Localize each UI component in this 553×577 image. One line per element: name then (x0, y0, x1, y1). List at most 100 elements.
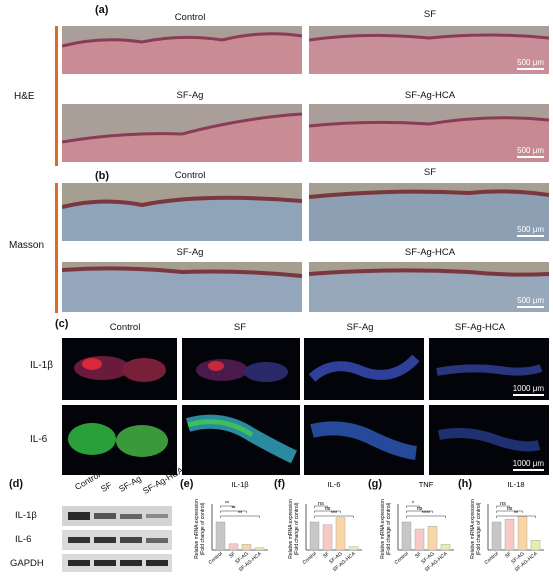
wb-bands-gapdh (68, 560, 168, 566)
ms-tissue-sfaghca (309, 268, 549, 312)
chart-g: TNF Relative mRNA expression (Fold change … (380, 480, 454, 573)
chart-bar-2 (517, 516, 528, 551)
if-il6-sfag (304, 405, 424, 475)
ms-tissue-control (62, 195, 302, 241)
if-scalebar-bottom: 1000 μm (512, 459, 544, 471)
chart-sig-bracket-2 (406, 515, 446, 518)
wb-band-label-il6: IL-6 (15, 534, 32, 545)
chart-sig-label-2: ** (514, 511, 519, 517)
chart-sig-label-2: ** (238, 511, 243, 517)
ms-scalebar-top: 500 μm (517, 225, 544, 237)
chart-sig-bracket-2 (220, 515, 260, 518)
chart-ylabel-line2: (Fold change of control) (386, 502, 392, 555)
he-image-sf: 500 μm (309, 26, 549, 74)
panel-g-label: (g) (368, 478, 383, 490)
chart-xtick-0: Control (394, 551, 410, 566)
chart-bar-0 (491, 521, 502, 551)
chart-ylabel-line2: (Fold change of control) (476, 502, 482, 555)
ms-scalebar-bottom-text: 500 μm (517, 296, 544, 305)
ms-scalebar-top-text: 500 μm (517, 225, 544, 234)
if-il6-sf (182, 405, 300, 475)
ms-label-sf: SF (423, 167, 437, 178)
he-scalebar-bottom-text: 500 μm (517, 146, 544, 155)
chart-xtick-1: SF (322, 551, 331, 560)
chart-bar-2 (241, 544, 252, 551)
chart-sig-bracket-1 (406, 510, 433, 513)
wb-lane-sfag: SF-Ag (117, 473, 143, 494)
chart-sig-bracket-2 (496, 515, 536, 518)
chart-sig-bracket-0 (406, 505, 420, 508)
if-label-sfag: SF-Ag (346, 322, 374, 333)
he-label-sfag: SF-Ag (176, 90, 204, 101)
chart-sig-bracket-0 (496, 505, 510, 508)
wb-blot-gapdh (62, 554, 172, 572)
if-il6-sfaghca: 1000 μm (429, 405, 549, 475)
panel-e-label: (e) (180, 478, 194, 490)
he-stain-label: H&E (14, 91, 35, 102)
he-scalebar-bottom: 500 μm (517, 146, 544, 158)
chart-sig-label-1: ns (325, 506, 331, 512)
he-image-sfag (62, 104, 302, 162)
chart-title: IL-6 (328, 480, 341, 489)
chart-sig-bracket-2 (314, 515, 354, 518)
he-accent-bar (55, 26, 58, 166)
chart-sig-label-0: ns (500, 501, 506, 507)
if-il6-sfag-signal (310, 421, 418, 460)
wb-band-label-gapdh: GAPDH (10, 558, 44, 569)
if-scalebar-top-text: 1000 μm (512, 384, 544, 393)
wb-blot-il1b (62, 506, 172, 526)
chart-sig-bracket-1 (220, 510, 247, 513)
he-label-sfaghca: SF-Ag-HCA (404, 90, 456, 101)
ms-scalebar-bottom: 500 μm (517, 296, 544, 308)
he-tissue-sfag (62, 112, 302, 162)
if-il6-sf-signal (186, 414, 297, 464)
panel-c-label: (c) (55, 318, 69, 330)
chart-ylabel-line1: Relative mRNA expression (380, 499, 386, 559)
if-il1b-sfag-signal (308, 354, 420, 382)
chart-xtick-0: Control (208, 551, 224, 566)
ms-label-sfag: SF-Ag (176, 247, 204, 258)
chart-ylabel-line1: Relative mRNA expression (194, 499, 200, 559)
ms-tissue-sf (309, 189, 549, 241)
wb-band-label-il1b: IL-1β (15, 510, 37, 521)
chart-bar-1 (504, 519, 515, 551)
chart-sig-label-1: ns (507, 506, 513, 512)
chart-ylabel-line1: Relative mRNA expression (288, 499, 294, 559)
if-il1b-sfaghca: 1000 μm (429, 338, 549, 400)
if-il1b-sf (182, 338, 300, 400)
ms-label-control: Control (174, 170, 206, 181)
ms-accent-bar (55, 183, 58, 313)
chart-sig-label-0: ns (318, 501, 324, 507)
chart-bar-2 (335, 517, 346, 551)
panel-d-label: (d) (9, 478, 24, 490)
if-label-sf: SF (233, 322, 247, 333)
wb-bands-il6 (68, 537, 168, 543)
chart-title: IL-1β (231, 480, 249, 489)
if-scalebar-bottom-text: 1000 μm (512, 459, 544, 468)
ms-image-sf: 500 μm (309, 183, 549, 241)
chart-bar-1 (322, 524, 333, 551)
if-il6-sfaghca-signal (438, 428, 541, 452)
chart-bar-0 (215, 521, 226, 551)
if-row-label-il6: IL-6 (30, 434, 48, 445)
chart-bar-0 (401, 521, 412, 551)
chart-bar-1 (414, 528, 425, 551)
chart-title: TNF (419, 480, 434, 489)
chart-sig-bracket-0 (314, 505, 328, 508)
chart-ylabel-line2: (Fold change of control) (294, 502, 300, 555)
he-label-sf: SF (423, 9, 437, 20)
if-il1b-control (62, 338, 177, 400)
panel-h-label: (h) (458, 478, 473, 490)
if-il1b-sfaghca-signal (436, 364, 543, 376)
chart-sig-label-2: *** (331, 511, 338, 517)
if-il1b-sfag (304, 338, 424, 400)
ms-image-sfag (62, 262, 302, 312)
chart-ylabel-line1: Relative mRNA expression (470, 499, 476, 559)
if-il6-control (62, 405, 177, 475)
chart-bar-3 (530, 540, 541, 551)
he-tissue-sf (309, 33, 549, 74)
chart-sig-bracket-1 (314, 510, 341, 513)
chart-bar-2 (427, 526, 438, 551)
ms-image-sfaghca: 500 μm (309, 262, 549, 312)
wb-bands-il1b (68, 512, 168, 520)
